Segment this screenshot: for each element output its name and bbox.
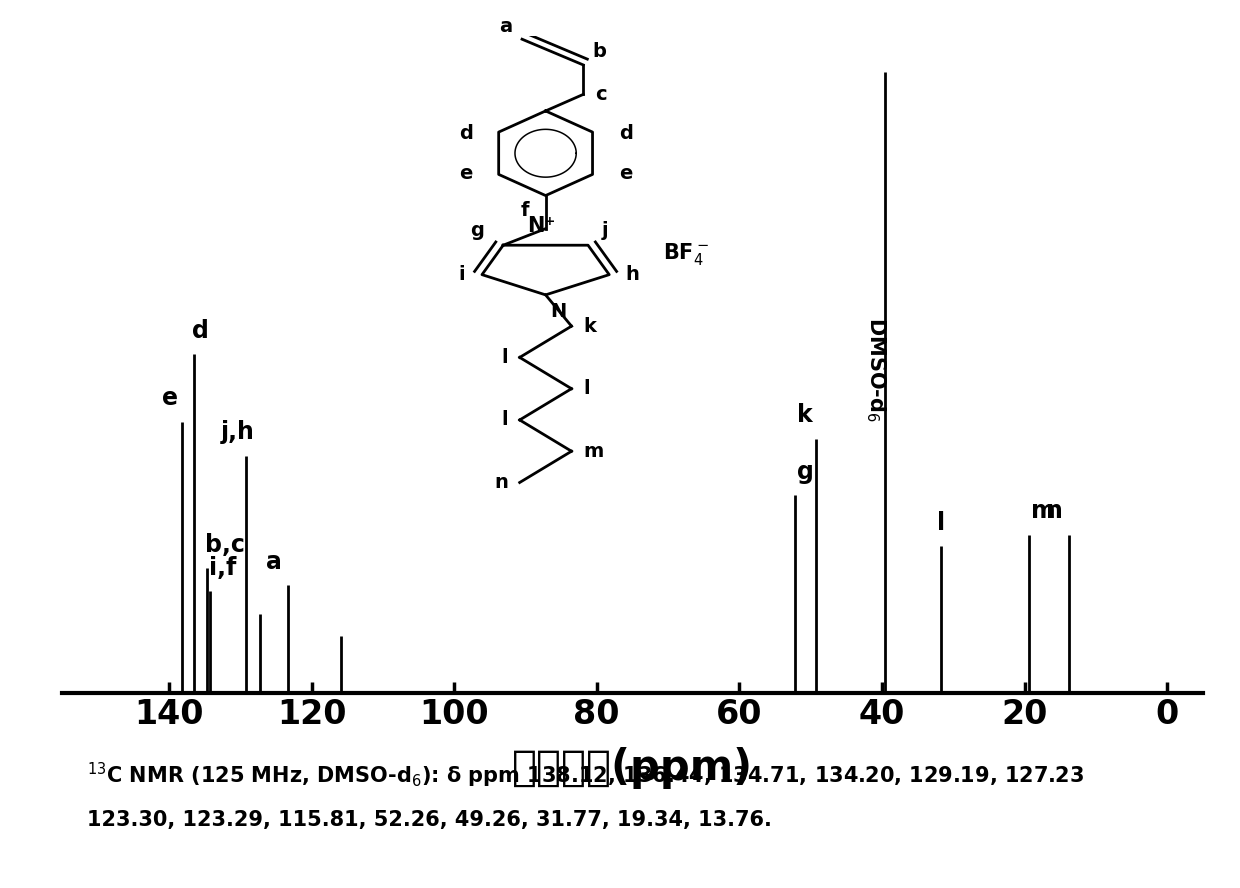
Text: d: d xyxy=(619,123,632,142)
Text: k: k xyxy=(797,403,813,427)
Text: b: b xyxy=(593,43,606,61)
Text: e: e xyxy=(161,386,177,410)
Text: a: a xyxy=(500,17,512,36)
Text: N⁺: N⁺ xyxy=(527,216,556,236)
Text: f: f xyxy=(521,201,529,220)
Text: c: c xyxy=(595,85,606,104)
Text: N: N xyxy=(551,302,567,321)
Text: m: m xyxy=(583,441,604,461)
Text: i,f: i,f xyxy=(210,556,237,580)
Text: b,c: b,c xyxy=(205,533,244,557)
Text: BF$_4^-$: BF$_4^-$ xyxy=(663,242,709,267)
Text: $^{13}$C NMR (125 MHz, DMSO-d$_6$): δ ppm 138.12, 136.44, 134.71, 134.20, 129.19: $^{13}$C NMR (125 MHz, DMSO-d$_6$): δ pp… xyxy=(87,761,1084,790)
Text: 123.30, 123.29, 115.81, 52.26, 49.26, 31.77, 19.34, 13.76.: 123.30, 123.29, 115.81, 52.26, 49.26, 31… xyxy=(87,810,771,830)
Text: i: i xyxy=(459,266,465,284)
X-axis label: 化学位移(ppm): 化学位移(ppm) xyxy=(512,747,753,789)
Text: l: l xyxy=(583,379,590,398)
Text: j,h: j,h xyxy=(221,420,254,444)
Text: g: g xyxy=(797,460,813,484)
Text: d: d xyxy=(459,123,472,142)
Text: e: e xyxy=(619,164,632,183)
Text: a: a xyxy=(265,550,281,575)
Text: n: n xyxy=(1047,499,1063,523)
Text: g: g xyxy=(470,221,485,240)
Text: k: k xyxy=(583,317,596,336)
Text: e: e xyxy=(459,164,472,183)
Text: n: n xyxy=(494,473,508,492)
Text: d: d xyxy=(192,319,208,343)
Text: m: m xyxy=(1032,499,1056,523)
Text: l: l xyxy=(501,410,508,430)
Text: h: h xyxy=(626,266,640,284)
Text: DMSO-d$_6$: DMSO-d$_6$ xyxy=(864,317,888,423)
Text: l: l xyxy=(501,348,508,367)
Text: l: l xyxy=(936,511,945,535)
Text: j: j xyxy=(603,221,609,240)
